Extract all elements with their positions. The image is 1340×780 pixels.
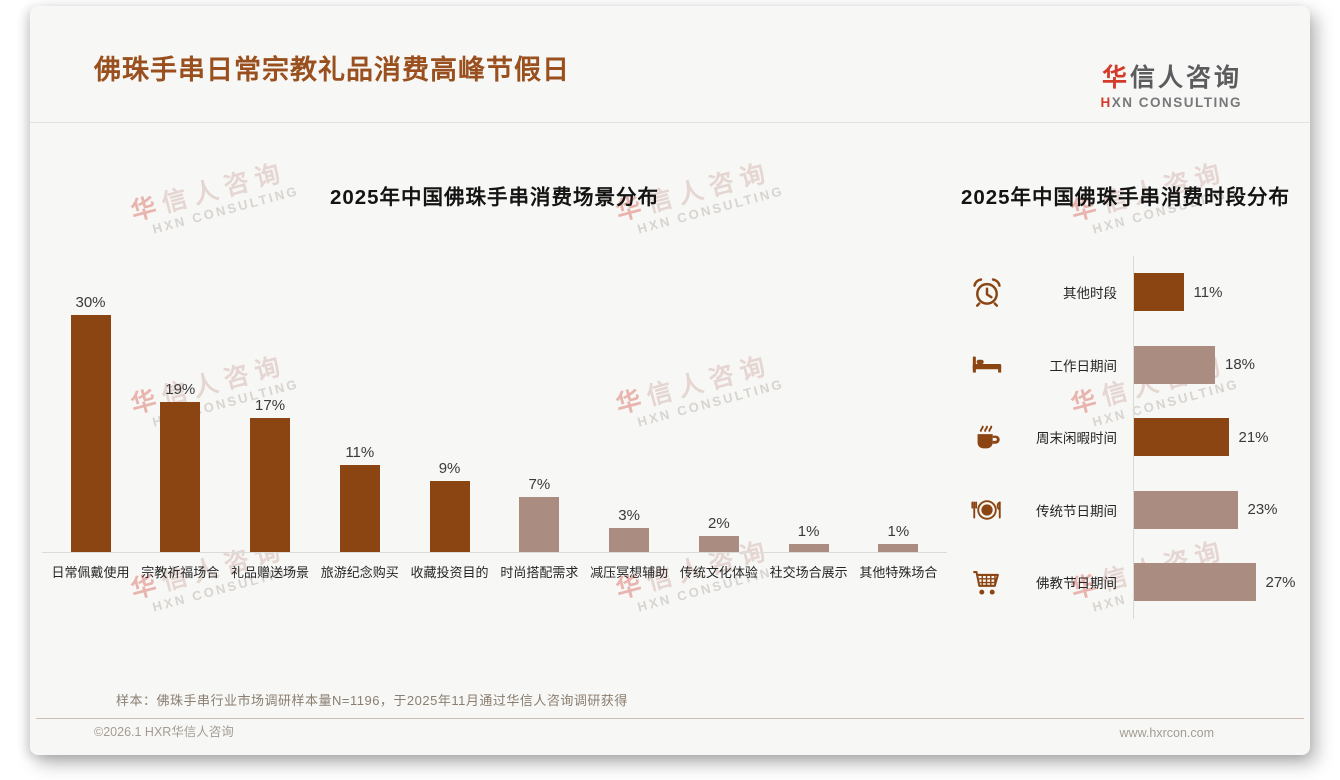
bar-value-label: 27%	[1265, 573, 1296, 591]
time-category-label: 传统节日期间	[1036, 503, 1117, 519]
bar	[519, 496, 560, 552]
bar	[70, 315, 111, 552]
time-row: 周末闲暇时间 21%	[957, 401, 1304, 474]
bar-value-label: 9%	[438, 459, 461, 477]
bed-icon	[957, 348, 1017, 382]
time-chart-rows: 其他时段 11% 工作日期间 18% 周末闲暇时间 21% 传统节日期间 23% 佛教节日期间 2…	[957, 256, 1304, 619]
bar-category-label: 日常佩戴使用	[51, 565, 130, 580]
bar-value-label: 3%	[618, 507, 640, 525]
bar-value-label: 11%	[345, 444, 375, 462]
bar	[429, 480, 470, 552]
bar-value-label: 11%	[1193, 283, 1223, 301]
time-row: 其他时段 11%	[957, 256, 1304, 329]
brand-logo-cn: 华信人咨询	[1101, 64, 1242, 92]
bar	[878, 544, 919, 552]
bar-value-label: 21%	[1238, 428, 1269, 446]
scene-chart-labels: 日常佩戴使用 宗教祈福场合 礼品赠送场景 旅游纪念购买 收藏投资目的 时尚搭配需求 减压冥想…	[42, 562, 947, 581]
bar-category-label: 社交场合展示	[769, 565, 848, 580]
website-text: www.hxrcon.com	[1119, 726, 1214, 740]
bar-column: 3%	[585, 507, 674, 552]
scene-distribution-chart: 2025年中国佛珠手串消费场景分布 30% 19% 17% 11% 9% 7% 3% 2% 1%…	[42, 128, 947, 619]
bar-value-label: 1%	[887, 523, 910, 541]
time-bar-zone: 27%	[1133, 546, 1304, 619]
bar-value-label: 18%	[1225, 356, 1256, 374]
time-bar-zone: 18%	[1133, 328, 1304, 401]
shopping-cart-icon	[957, 565, 1017, 599]
bar-column: 7%	[495, 476, 584, 552]
bar-value-label: 7%	[528, 475, 551, 493]
bar	[1134, 563, 1256, 602]
bar-column: 19%	[136, 381, 225, 552]
alarm-clock-icon	[957, 275, 1017, 309]
scene-chart-columns: 30% 19% 17% 11% 9% 7% 3% 2% 1% 1%	[42, 294, 947, 553]
bar-category-label: 减压冥想辅助	[590, 565, 669, 580]
header: 佛珠手串日常宗教礼品消费高峰节假日 华信人咨询 HXN CONSULTING	[30, 6, 1310, 128]
dining-plate-icon	[957, 493, 1017, 527]
time-row: 工作日期间 18%	[957, 328, 1304, 401]
page-title: 佛珠手串日常宗教礼品消费高峰节假日	[94, 55, 570, 85]
bar	[339, 465, 380, 552]
time-distribution-chart: 2025年中国佛珠手串消费时段分布 其他时段 11% 工作日期间 18% 周末闲暇时间 2…	[947, 128, 1304, 619]
bar	[1134, 273, 1184, 312]
time-row: 佛教节日期间 27%	[957, 546, 1304, 619]
brand-logo-en: HXN CONSULTING	[1100, 95, 1242, 110]
bar-category-label: 旅游纪念购买	[320, 565, 399, 580]
bar-category-label: 其他特殊场合	[859, 565, 938, 580]
time-category-label: 佛教节日期间	[1036, 576, 1117, 592]
time-bar-zone: 11%	[1133, 256, 1304, 329]
bar	[160, 401, 201, 552]
time-chart-title: 2025年中国佛珠手串消费时段分布	[960, 186, 1291, 209]
time-category-label: 周末闲暇时间	[1036, 431, 1117, 447]
copyright-text: ©2026.1 HXR华信人咨询	[94, 725, 234, 739]
bar-value-label: 17%	[255, 396, 286, 414]
bar	[250, 417, 291, 552]
bar-column: 1%	[854, 523, 943, 552]
charts-row: 2025年中国佛珠手串消费场景分布 30% 19% 17% 11% 9% 7% 3% 2% 1%…	[30, 128, 1310, 619]
bar-category-label: 传统文化体验	[679, 565, 758, 580]
header-divider	[30, 122, 1310, 123]
bar-value-label: 1%	[797, 523, 820, 541]
time-bar-zone: 23%	[1133, 473, 1304, 546]
bar-category-label: 收藏投资目的	[410, 565, 489, 580]
time-category-label: 其他时段	[1063, 286, 1117, 302]
bar-category-label: 礼品赠送场景	[231, 565, 310, 580]
time-bar-zone: 21%	[1133, 401, 1304, 474]
bar-value-label: 23%	[1247, 501, 1278, 519]
bar	[1134, 418, 1229, 457]
bar-column: 1%	[764, 523, 853, 552]
bar	[1134, 490, 1238, 529]
bar-value-label: 30%	[75, 294, 106, 311]
bar-category-label: 宗教祈福场合	[141, 565, 220, 580]
bar-category-label: 时尚搭配需求	[500, 565, 579, 580]
sample-footnote: 样本：佛珠手串行业市场调研样本量N=1196，于2025年11月通过华信人咨询调…	[116, 693, 628, 708]
time-category-label: 工作日期间	[1049, 358, 1118, 374]
bar-column: 17%	[226, 397, 315, 552]
footer-divider	[36, 718, 1304, 719]
time-row: 传统节日期间 23%	[957, 473, 1304, 546]
bar-column: 2%	[674, 515, 763, 552]
bar-column: 9%	[405, 460, 494, 552]
scene-chart-title: 2025年中国佛珠手串消费场景分布	[329, 186, 660, 209]
bar	[788, 544, 829, 552]
bar	[698, 536, 739, 552]
bar-column: 11%	[315, 444, 404, 552]
coffee-cup-icon	[957, 420, 1017, 454]
brand-logo: 华信人咨询 HXN CONSULTING	[1101, 58, 1243, 110]
report-card: 华信人咨询 HXN CONSULTING 华信人咨询 HXN CONSULTING 华信…	[30, 6, 1310, 755]
bar	[609, 528, 650, 552]
bar-value-label: 2%	[708, 515, 730, 533]
bar	[1134, 345, 1215, 384]
bar-column: 30%	[46, 294, 135, 552]
bar-value-label: 19%	[165, 380, 196, 398]
